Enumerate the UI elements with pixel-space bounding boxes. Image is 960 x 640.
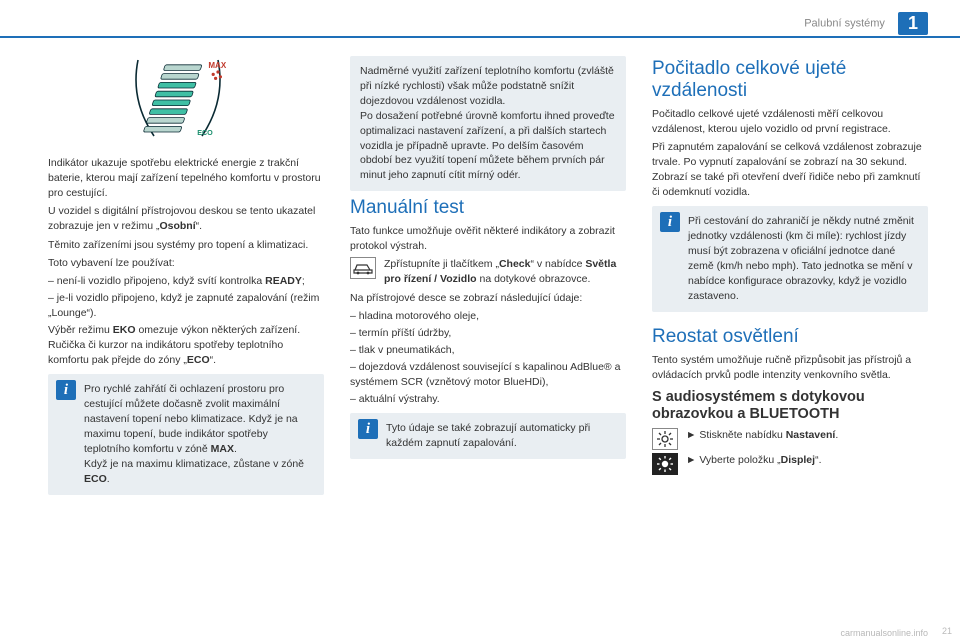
step-display: ► Vyberte položku „Displej“.	[652, 453, 928, 475]
page-number: 21	[942, 626, 952, 636]
heading-audio-bt: S audiosystémem s dotykovou obrazovkou a…	[652, 389, 928, 424]
c2-infobox: i Tyto údaje se také zobrazují automatic…	[350, 413, 626, 459]
info-icon: i	[56, 380, 76, 400]
check-instruction: Zpřístupníte ji tlačítkem „Check“ v nabí…	[350, 257, 626, 287]
column-3: Počitadlo celkové ujeté vzdálenosti Poči…	[652, 52, 928, 612]
c2-list: hladina motorového oleje, termín příští …	[350, 309, 626, 408]
source-watermark: carmanualsonline.info	[840, 628, 928, 638]
step-settings: ► Stiskněte nabídku Nastavení.	[652, 428, 928, 450]
heading-manual-test: Manuální test	[350, 197, 626, 219]
c2-warnbox: Nadměrné využití zařízení teplotního kom…	[350, 56, 626, 191]
max-label: MAX	[208, 61, 226, 70]
c1-list: není-li vozidlo připojeno, když svítí ko…	[48, 274, 324, 321]
column-1: MAX ECO Indikátor ukazuje spotřebu elekt…	[48, 52, 324, 612]
info-icon: i	[358, 419, 378, 439]
brightness-icon	[652, 453, 678, 475]
c3-infobox: i Při cestování do zahraničí je někdy nu…	[652, 206, 928, 311]
heading-rheostat: Reostat osvětlení	[652, 326, 928, 348]
thermal-indicator-figure: MAX ECO	[48, 52, 324, 148]
header-rule	[0, 36, 960, 38]
c1-infobox: i Pro rychlé zahřátí či ochlazení prosto…	[48, 374, 324, 494]
breadcrumb: Palubní systémy	[804, 17, 885, 29]
c1-p1: Indikátor ukazuje spotřebu elektrické en…	[48, 157, 321, 199]
gear-sun-icon	[652, 428, 678, 450]
column-2: Nadměrné využití zařízení teplotního kom…	[350, 52, 626, 612]
chapter-badge: 1	[898, 12, 928, 35]
eco-label: ECO	[197, 128, 213, 137]
info-icon: i	[660, 212, 680, 232]
car-icon	[350, 257, 376, 279]
heading-odometer: Počitadlo celkové ujeté vzdálenosti	[652, 58, 928, 102]
